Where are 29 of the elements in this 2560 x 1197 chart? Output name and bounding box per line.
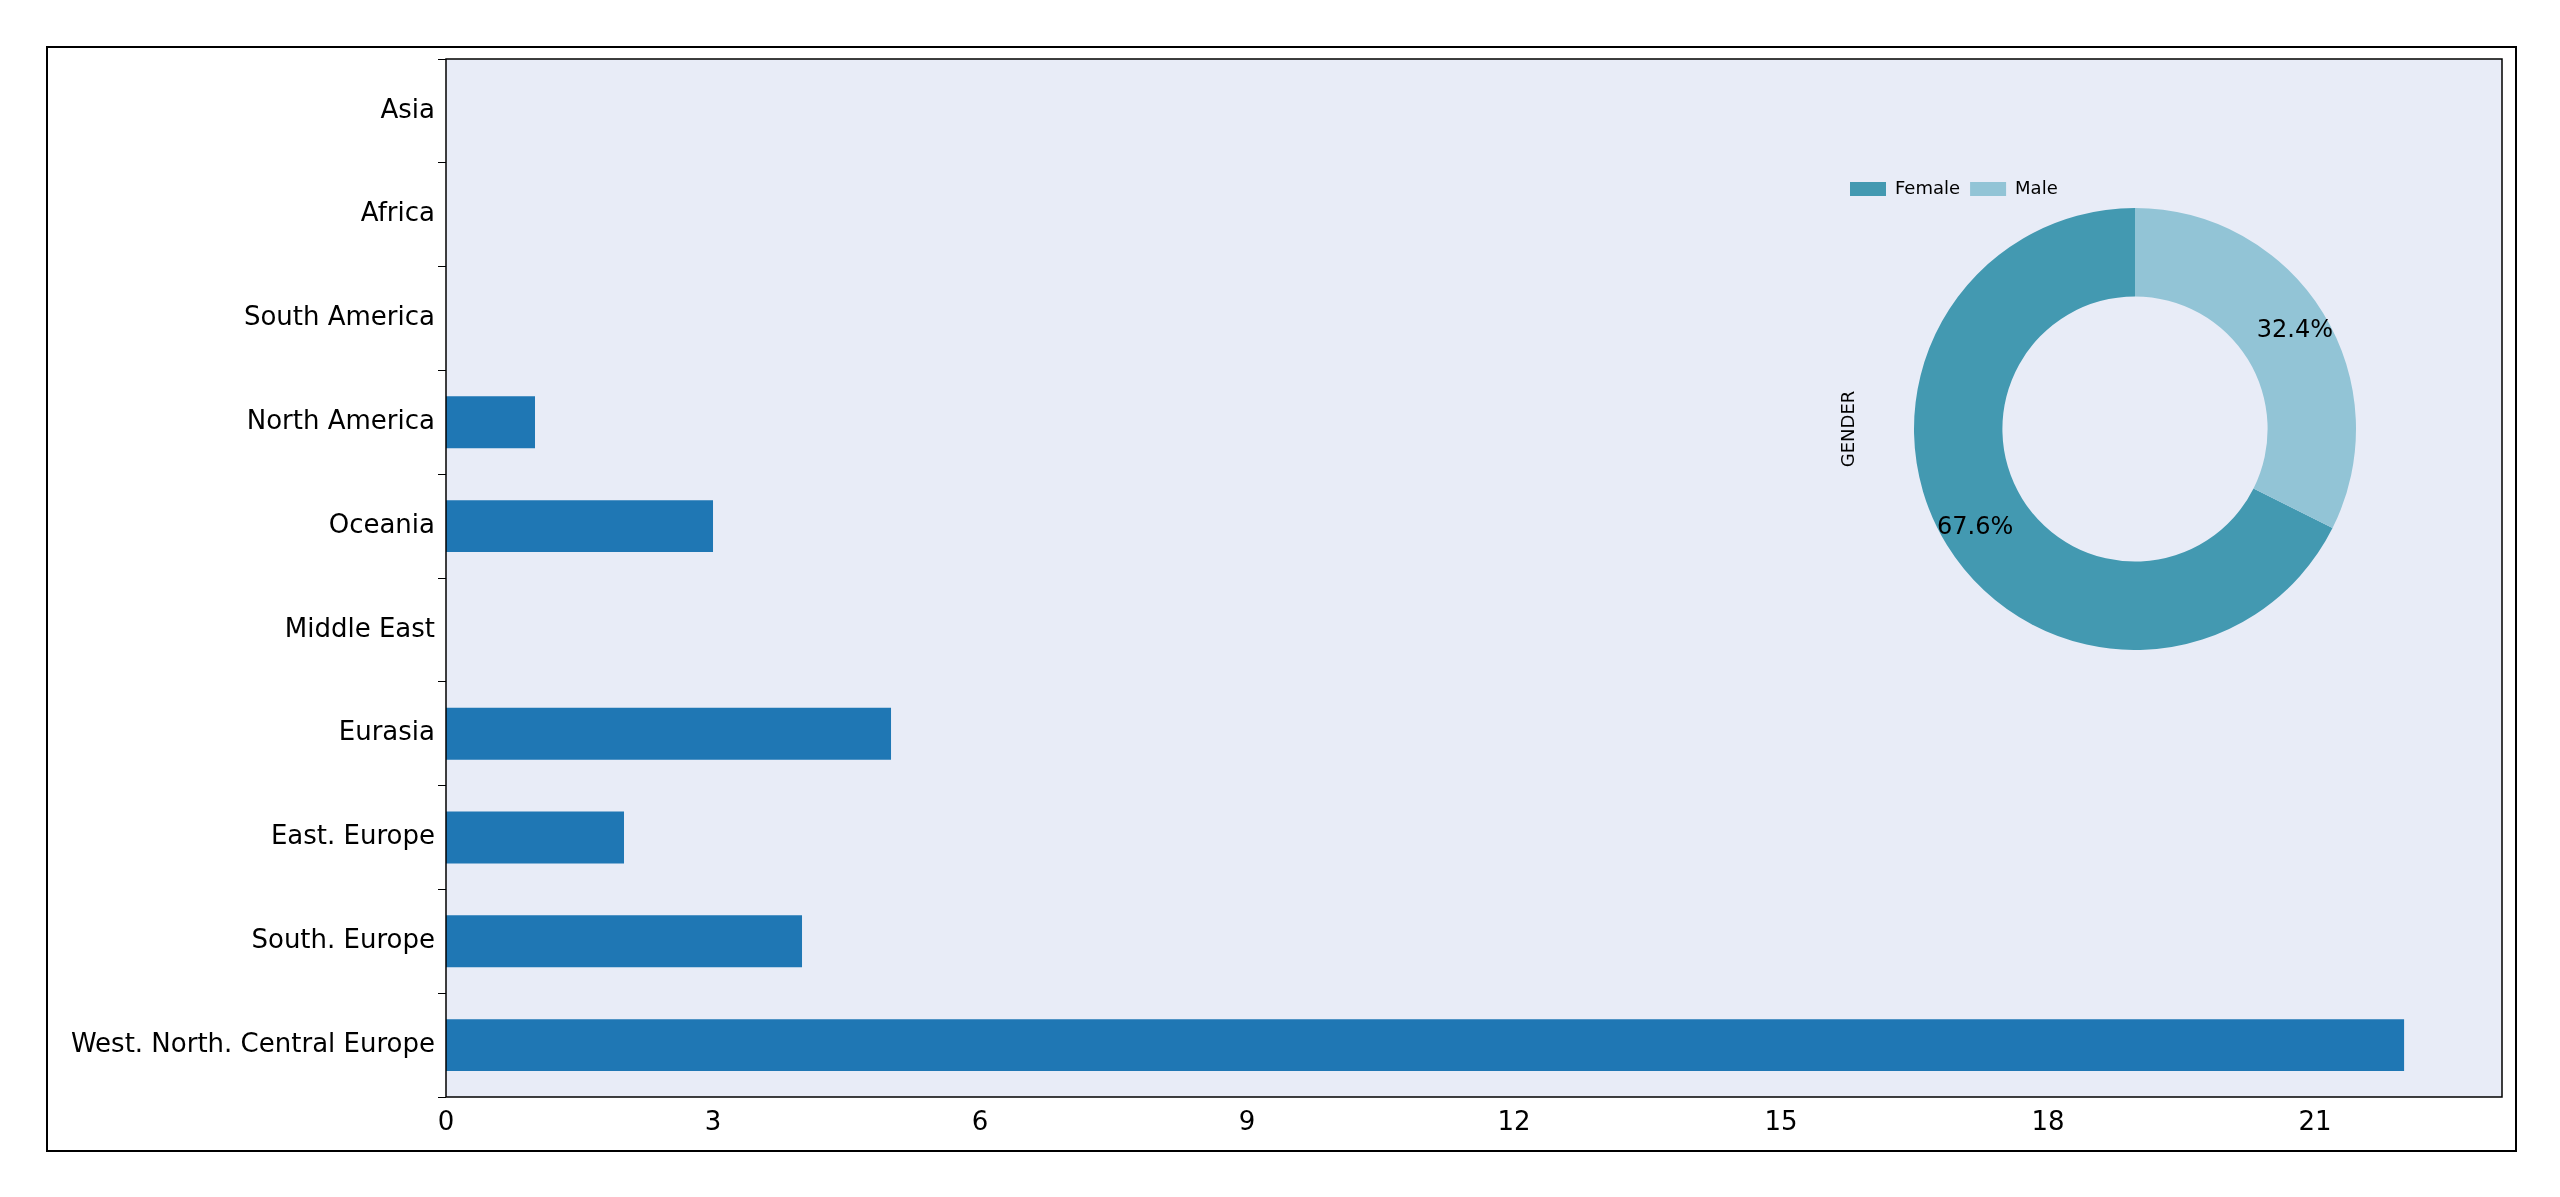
- y-tick-label: Oceania: [328, 508, 435, 539]
- text: GENDER: [1836, 390, 1858, 468]
- x-tick-label: 12: [1497, 1106, 1531, 1137]
- data-label: 32.4%: [2256, 314, 2333, 343]
- y-tick-label: Middle East: [284, 612, 435, 643]
- bar: [446, 500, 714, 553]
- x-tick-label: 18: [2031, 1106, 2065, 1137]
- y-tick-label: North America: [246, 405, 435, 436]
- x-tick-label: 9: [1238, 1106, 1256, 1137]
- data-label: 67.6%: [1937, 511, 2014, 540]
- bar: [446, 915, 803, 968]
- legend-label: Male: [2015, 176, 2058, 198]
- x-tick-label: 6: [971, 1106, 989, 1137]
- y-tick-label: Asia: [380, 93, 435, 124]
- bar: [446, 1019, 2405, 1072]
- x-tick-label: 21: [2298, 1106, 2332, 1137]
- y-tick-label: West. North. Central Europe: [70, 1027, 435, 1058]
- bar: [446, 811, 625, 864]
- y-tick-label: East. Europe: [270, 820, 435, 851]
- x-tick-label: 0: [437, 1106, 455, 1137]
- bar: [446, 396, 535, 449]
- bar: [446, 707, 892, 760]
- legend-label: Female: [1895, 176, 1961, 198]
- y-tick-label: Eurasia: [338, 716, 435, 747]
- y-tick-label: Africa: [360, 197, 435, 228]
- y-tick-label: South America: [243, 301, 435, 332]
- y-tick-label: South. Europe: [251, 924, 435, 955]
- x-tick-label: 3: [704, 1106, 722, 1137]
- x-tick-label: 15: [1764, 1106, 1798, 1137]
